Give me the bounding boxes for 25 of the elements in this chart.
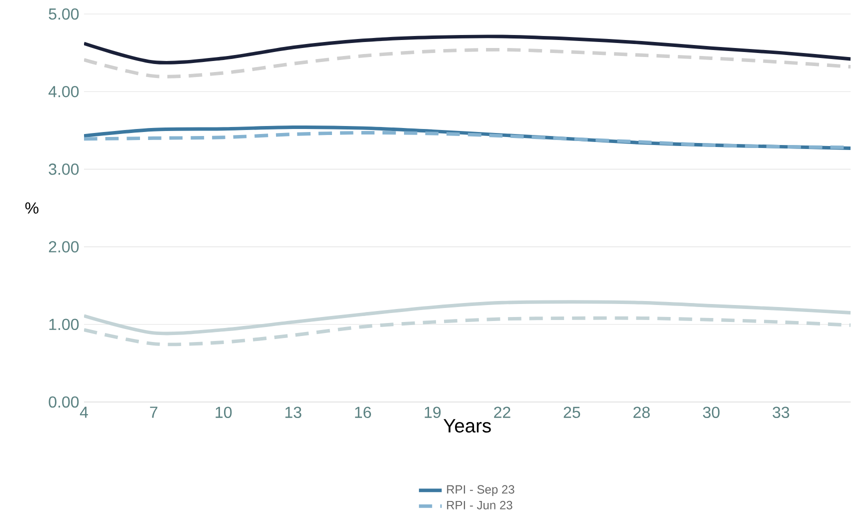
y-tick-label: 0.00 bbox=[48, 396, 79, 408]
x-tick-label: 4 bbox=[80, 406, 88, 418]
x-tick-label: 13 bbox=[285, 406, 302, 418]
x-tick-label: 25 bbox=[564, 406, 580, 418]
x-tick-label: 16 bbox=[355, 406, 371, 418]
x-tick-label: 19 bbox=[424, 406, 441, 418]
x-tick-label: 33 bbox=[772, 406, 790, 418]
y-tick-label: 5.00 bbox=[48, 8, 79, 20]
line-series bbox=[84, 34, 851, 64]
line-series bbox=[84, 48, 851, 78]
x-tick-label: 10 bbox=[216, 406, 232, 418]
y-tick-label: 3.00 bbox=[48, 164, 79, 175]
line-series bbox=[84, 300, 851, 336]
x-tick-label: 28 bbox=[633, 406, 650, 418]
y-tick-label: 2.00 bbox=[48, 241, 79, 252]
y-tick-label: 4.00 bbox=[48, 86, 79, 98]
x-tick-label: 22 bbox=[494, 406, 510, 418]
y-axis-title: % bbox=[25, 202, 38, 214]
y-tick-label: 1.00 bbox=[49, 318, 79, 330]
legend-label: RPI - Jun 23 bbox=[447, 500, 512, 510]
line-series bbox=[84, 316, 851, 346]
legend-label: RPI - Sep 23 bbox=[447, 485, 514, 496]
x-tick-label: 7 bbox=[150, 406, 158, 418]
x-axis-title: Years bbox=[444, 419, 491, 433]
x-tick-label: 30 bbox=[702, 406, 720, 418]
